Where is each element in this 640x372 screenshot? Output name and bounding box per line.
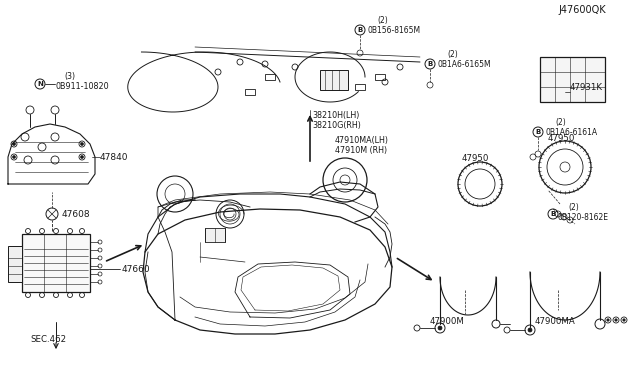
- Circle shape: [623, 319, 625, 321]
- Text: 38210H(LH): 38210H(LH): [312, 110, 360, 119]
- Text: N: N: [37, 81, 43, 87]
- Text: SEC.462: SEC.462: [30, 334, 66, 343]
- Circle shape: [607, 319, 609, 321]
- Text: B: B: [550, 211, 556, 217]
- Circle shape: [615, 319, 617, 321]
- Circle shape: [438, 326, 442, 330]
- Text: (2): (2): [377, 16, 388, 25]
- Text: 47840: 47840: [100, 153, 129, 161]
- Bar: [8, 246, 22, 282]
- Text: (2): (2): [568, 202, 579, 212]
- Text: 47910M (RH): 47910M (RH): [335, 145, 387, 154]
- Circle shape: [528, 328, 532, 332]
- Text: 47931K: 47931K: [570, 83, 603, 92]
- Text: B: B: [536, 129, 541, 135]
- Circle shape: [13, 142, 15, 145]
- Text: 0B1A6-6161A: 0B1A6-6161A: [545, 128, 597, 137]
- Text: 47608: 47608: [62, 209, 91, 218]
- Text: B: B: [428, 61, 433, 67]
- Circle shape: [81, 155, 83, 158]
- Text: 47900MA: 47900MA: [535, 317, 576, 327]
- Bar: [375, 74, 385, 80]
- Text: 47660: 47660: [122, 264, 150, 273]
- Text: B: B: [357, 27, 363, 33]
- Text: 47950: 47950: [462, 154, 490, 163]
- Text: 0B120-8162E: 0B120-8162E: [558, 212, 609, 221]
- Text: 0B911-10820: 0B911-10820: [56, 81, 109, 90]
- Bar: [540, 57, 605, 102]
- Text: 47950: 47950: [548, 134, 575, 142]
- Text: 47900M: 47900M: [430, 317, 465, 327]
- Text: 0B1A6-6165M: 0B1A6-6165M: [437, 60, 491, 68]
- Bar: [355, 84, 365, 90]
- Text: (3): (3): [64, 71, 75, 80]
- Bar: [245, 89, 255, 95]
- Circle shape: [81, 142, 83, 145]
- Bar: [205, 228, 225, 242]
- Text: 47910MA(LH): 47910MA(LH): [335, 135, 389, 144]
- Text: 0B156-8165M: 0B156-8165M: [367, 26, 420, 35]
- Text: (2): (2): [447, 49, 458, 58]
- Text: (2): (2): [555, 118, 566, 126]
- Circle shape: [13, 155, 15, 158]
- Bar: [320, 70, 348, 90]
- Bar: [22, 234, 90, 292]
- Text: J47600QK: J47600QK: [558, 5, 605, 15]
- Bar: [265, 74, 275, 80]
- Text: 38210G(RH): 38210G(RH): [312, 121, 361, 129]
